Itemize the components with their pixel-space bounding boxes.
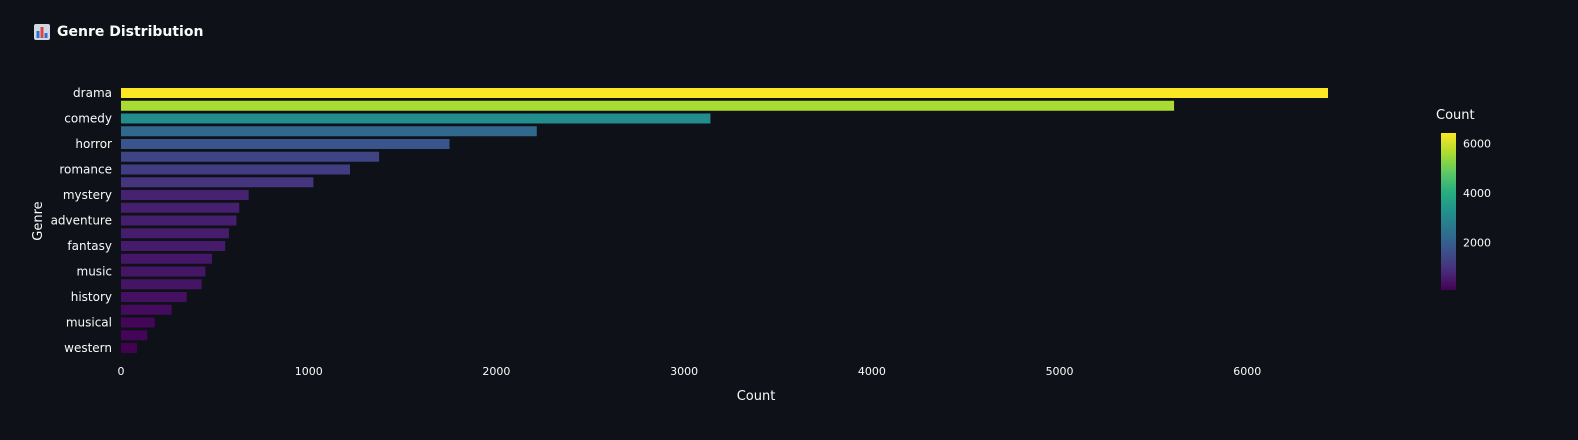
y-tick-label: horror — [75, 137, 112, 151]
bar[interactable] — [121, 215, 237, 226]
y-tick-label: mystery — [63, 188, 112, 202]
x-tick-label: 5000 — [1046, 365, 1074, 378]
bar[interactable] — [121, 266, 206, 277]
bar[interactable] — [121, 139, 450, 149]
y-axis-ticks: drama comedy horror romance mystery adventure… — [51, 86, 112, 355]
colorbar-tick-label: 4000 — [1463, 187, 1491, 200]
colorbar-gradient — [1441, 133, 1456, 290]
bar[interactable] — [121, 177, 314, 188]
bar[interactable] — [121, 228, 229, 239]
bar[interactable] — [121, 190, 249, 200]
bar[interactable] — [121, 151, 380, 162]
chart-title: Genre Distribution — [57, 24, 204, 40]
y-tick-label: comedy — [64, 112, 112, 126]
y-tick-label: history — [71, 290, 112, 304]
x-tick-label: 2000 — [482, 365, 510, 378]
bar[interactable] — [121, 202, 240, 213]
bar[interactable] — [121, 304, 172, 315]
x-tick-label: 6000 — [1233, 365, 1261, 378]
bar[interactable] — [121, 241, 226, 251]
bar[interactable] — [121, 88, 1328, 98]
colorbar-ticks: 2000 4000 6000 — [1463, 138, 1491, 250]
x-axis-title: Count — [737, 389, 776, 404]
bar-chart-icon — [34, 24, 50, 40]
bar[interactable] — [121, 343, 137, 353]
x-tick-label: 4000 — [858, 365, 886, 378]
colorbar-title: Count — [1436, 108, 1475, 123]
y-tick-label: adventure — [51, 214, 112, 228]
colorbar-tick-label: 6000 — [1463, 138, 1491, 151]
bar[interactable] — [121, 253, 213, 264]
x-tick-label: 1000 — [295, 365, 323, 378]
bar[interactable] — [121, 292, 187, 302]
bar[interactable] — [121, 113, 711, 124]
y-tick-label: western — [64, 341, 112, 355]
y-axis-title: Genre — [31, 201, 46, 240]
colorbar-tick-label: 2000 — [1463, 237, 1491, 250]
bar[interactable] — [121, 126, 537, 137]
y-tick-label: music — [77, 265, 112, 279]
chart-header: Genre Distribution — [34, 22, 203, 42]
y-tick-label: drama — [73, 86, 112, 100]
x-axis-ticks: 0 1000 2000 3000 4000 5000 6000 — [118, 365, 1262, 378]
bar[interactable] — [121, 330, 148, 341]
bars-group — [121, 88, 1328, 353]
bar[interactable] — [121, 279, 202, 290]
colorbar: Count 2000 4000 6000 — [1436, 108, 1491, 290]
x-tick-label: 0 — [118, 365, 125, 378]
bar[interactable] — [121, 317, 155, 328]
y-tick-label: romance — [59, 163, 112, 177]
bar[interactable] — [121, 164, 351, 175]
x-tick-label: 3000 — [670, 365, 698, 378]
y-tick-label: fantasy — [67, 239, 112, 253]
y-tick-label: musical — [66, 316, 112, 330]
bar[interactable] — [121, 100, 1175, 111]
